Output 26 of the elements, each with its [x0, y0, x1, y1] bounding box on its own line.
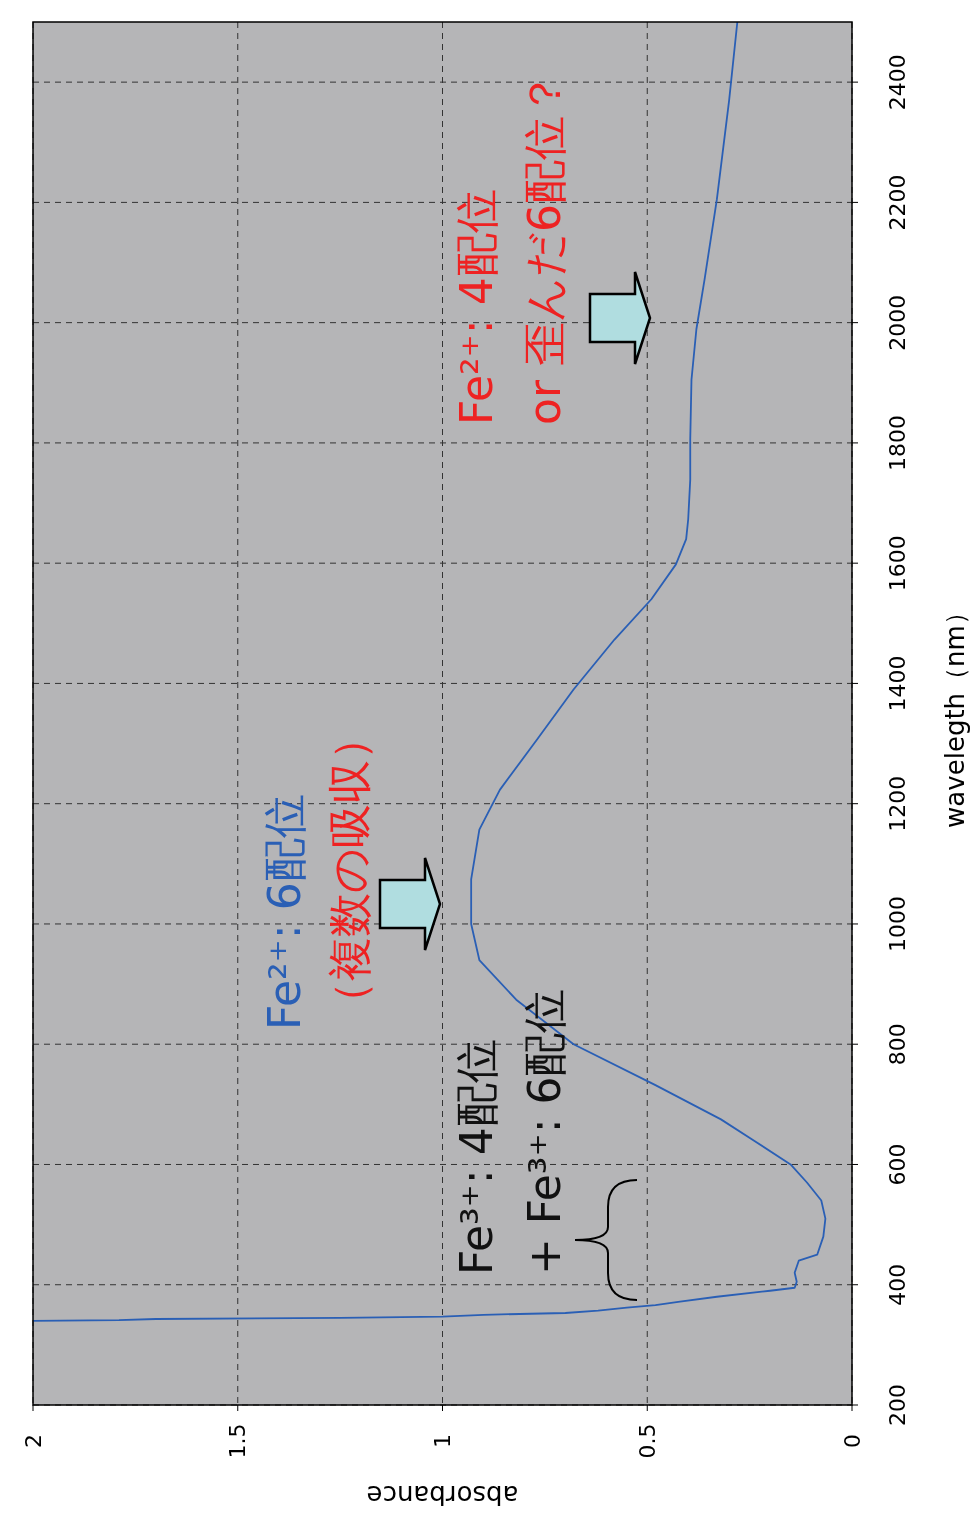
y-axis-title: wavelegth（nm） — [940, 599, 971, 828]
x-tick-label: 1.5 — [225, 1423, 251, 1459]
x-tick-label: 0.5 — [634, 1423, 660, 1459]
y-tick-label: 2200 — [884, 174, 910, 231]
y-tick-label: 1400 — [884, 655, 910, 712]
y-tick-label: 2400 — [884, 54, 910, 111]
x-axis-title: absorbance — [366, 1479, 519, 1510]
y-tick-label: 2000 — [884, 294, 910, 351]
y-tick-label: 1800 — [884, 414, 910, 471]
y-tick-label: 200 — [884, 1384, 910, 1426]
y-tick-label: 600 — [884, 1143, 910, 1186]
annotation: （複数の吸収） — [324, 716, 375, 1025]
x-tick-label: 0 — [839, 1434, 865, 1448]
y-tick-label: 1600 — [884, 535, 910, 592]
y-tick-label: 1200 — [884, 775, 910, 832]
annotation: + Fe³⁺: 6配位 — [519, 988, 570, 1275]
annotation: Fe²⁺: 4配位 — [451, 189, 502, 425]
annotation: Fe²⁺: 6配位 — [259, 794, 310, 1030]
line-series — [33, 22, 827, 1322]
y-tick-label: 400 — [884, 1263, 910, 1306]
x-tick-label: 1 — [430, 1434, 456, 1448]
y-tick-label: 800 — [884, 1023, 910, 1066]
y-tick-label: 1000 — [884, 895, 910, 952]
annotation: or 歪んだ6配位？ — [519, 72, 570, 425]
x-tick-label: 2 — [20, 1434, 46, 1448]
annotation: Fe³⁺: 4配位 — [451, 1039, 502, 1275]
